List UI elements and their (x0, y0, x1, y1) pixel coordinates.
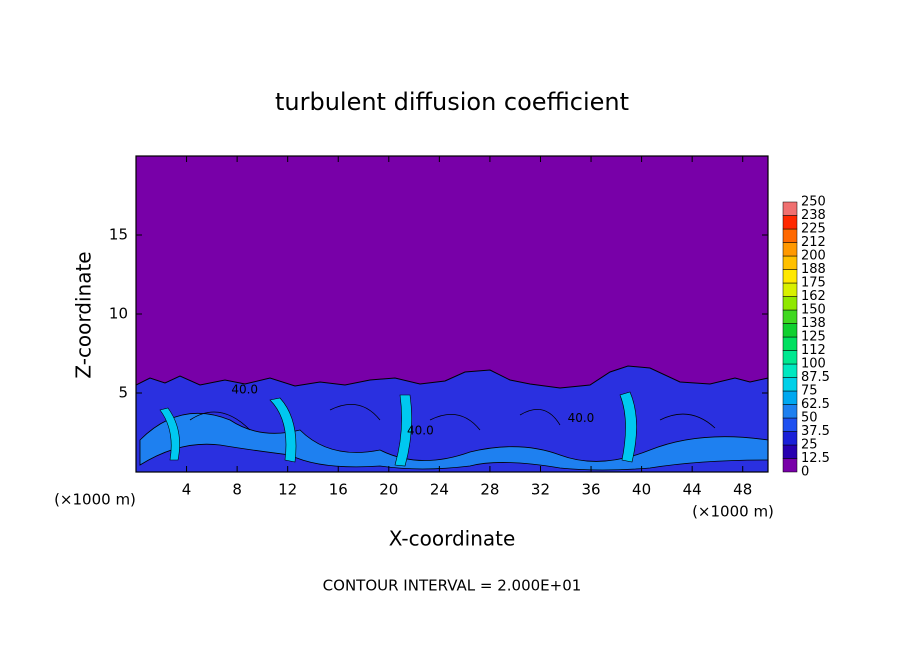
x-tick-label: 4 (182, 481, 192, 499)
colorbar-label: 225 (801, 222, 826, 237)
y-tick-label: 15 (109, 226, 128, 244)
colorbar-box (782, 215, 798, 230)
colorbar-label: 200 (801, 249, 826, 264)
colorbar-label: 50 (801, 411, 818, 426)
x-tick-label: 12 (278, 481, 297, 499)
x-tick-label: 28 (480, 481, 499, 499)
y-tick-label: 10 (109, 305, 128, 323)
colorbar-box (782, 228, 798, 243)
colorbar-label: 37.5 (801, 424, 830, 439)
colorbar-box (782, 255, 798, 270)
colorbar-box (782, 309, 798, 324)
colorbar-box (782, 296, 798, 311)
x-axis-label: X-coordinate (389, 527, 516, 551)
colorbar-label: 125 (801, 330, 826, 345)
colorbar-label: 62.5 (801, 397, 830, 412)
x-tick-label: 48 (733, 481, 752, 499)
colorbar-label: 87.5 (801, 370, 830, 385)
turbulent-streak (189, 403, 716, 431)
x-unit-label: (×1000 m) (54, 491, 136, 509)
colorbar-label: 188 (801, 262, 826, 277)
chart-title: turbulent diffusion coefficient (275, 88, 629, 116)
footer: CONTOUR INTERVAL = 2.000E+01 (323, 577, 582, 595)
colorbar-box (782, 417, 798, 432)
colorbar-label: 212 (801, 235, 826, 250)
colorbar-label: 175 (801, 276, 826, 291)
x-tick-label: 44 (683, 481, 702, 499)
colorbar-box (782, 377, 798, 392)
colorbar-box (782, 431, 798, 446)
colorbar-label: 238 (801, 208, 826, 223)
colorbar-box (782, 242, 798, 257)
y-tick-label: 5 (118, 384, 128, 402)
x-tick-label: 20 (379, 481, 398, 499)
colorbar-box (782, 444, 798, 459)
colorbar-box (782, 269, 798, 284)
colorbar-label: 25 (801, 438, 818, 453)
contour-label: 40.0 (407, 423, 434, 437)
x-tick-label: 24 (430, 481, 449, 499)
contour-label: 40.0 (568, 411, 595, 425)
x-tick-label: 40 (632, 481, 651, 499)
x-unit-label: (×1000 m) (692, 503, 774, 521)
colorbar-label: 112 (801, 343, 826, 358)
colorbar-label: 75 (801, 384, 818, 399)
x-tick-label: 16 (329, 481, 348, 499)
colorbar-box (782, 404, 798, 419)
colorbar-box (782, 201, 798, 216)
colorbar-label: 162 (801, 289, 826, 304)
colorbar-box (782, 336, 798, 351)
colorbar-label: 250 (801, 195, 826, 210)
colorbar-box (782, 363, 798, 378)
colorbar-box (782, 350, 798, 365)
field (135, 156, 769, 473)
contour-label: 40.0 (231, 382, 258, 396)
colorbar-label: 0 (801, 465, 809, 480)
colorbar-box (782, 458, 798, 473)
colorbar-box (782, 282, 798, 297)
x-tick-label: 32 (531, 481, 550, 499)
colorbar-label: 150 (801, 303, 826, 318)
colorbar-box (782, 390, 798, 405)
colorbar-label: 100 (801, 357, 826, 372)
y-axis-label: Z-coordinate (72, 251, 96, 378)
colorbar-label: 12.5 (801, 451, 830, 466)
x-tick-label: 8 (232, 481, 242, 499)
x-tick-label: 36 (581, 481, 600, 499)
colorbar-box (782, 323, 798, 338)
colorbar-label: 138 (801, 316, 826, 331)
turbulent-streak (159, 391, 637, 467)
